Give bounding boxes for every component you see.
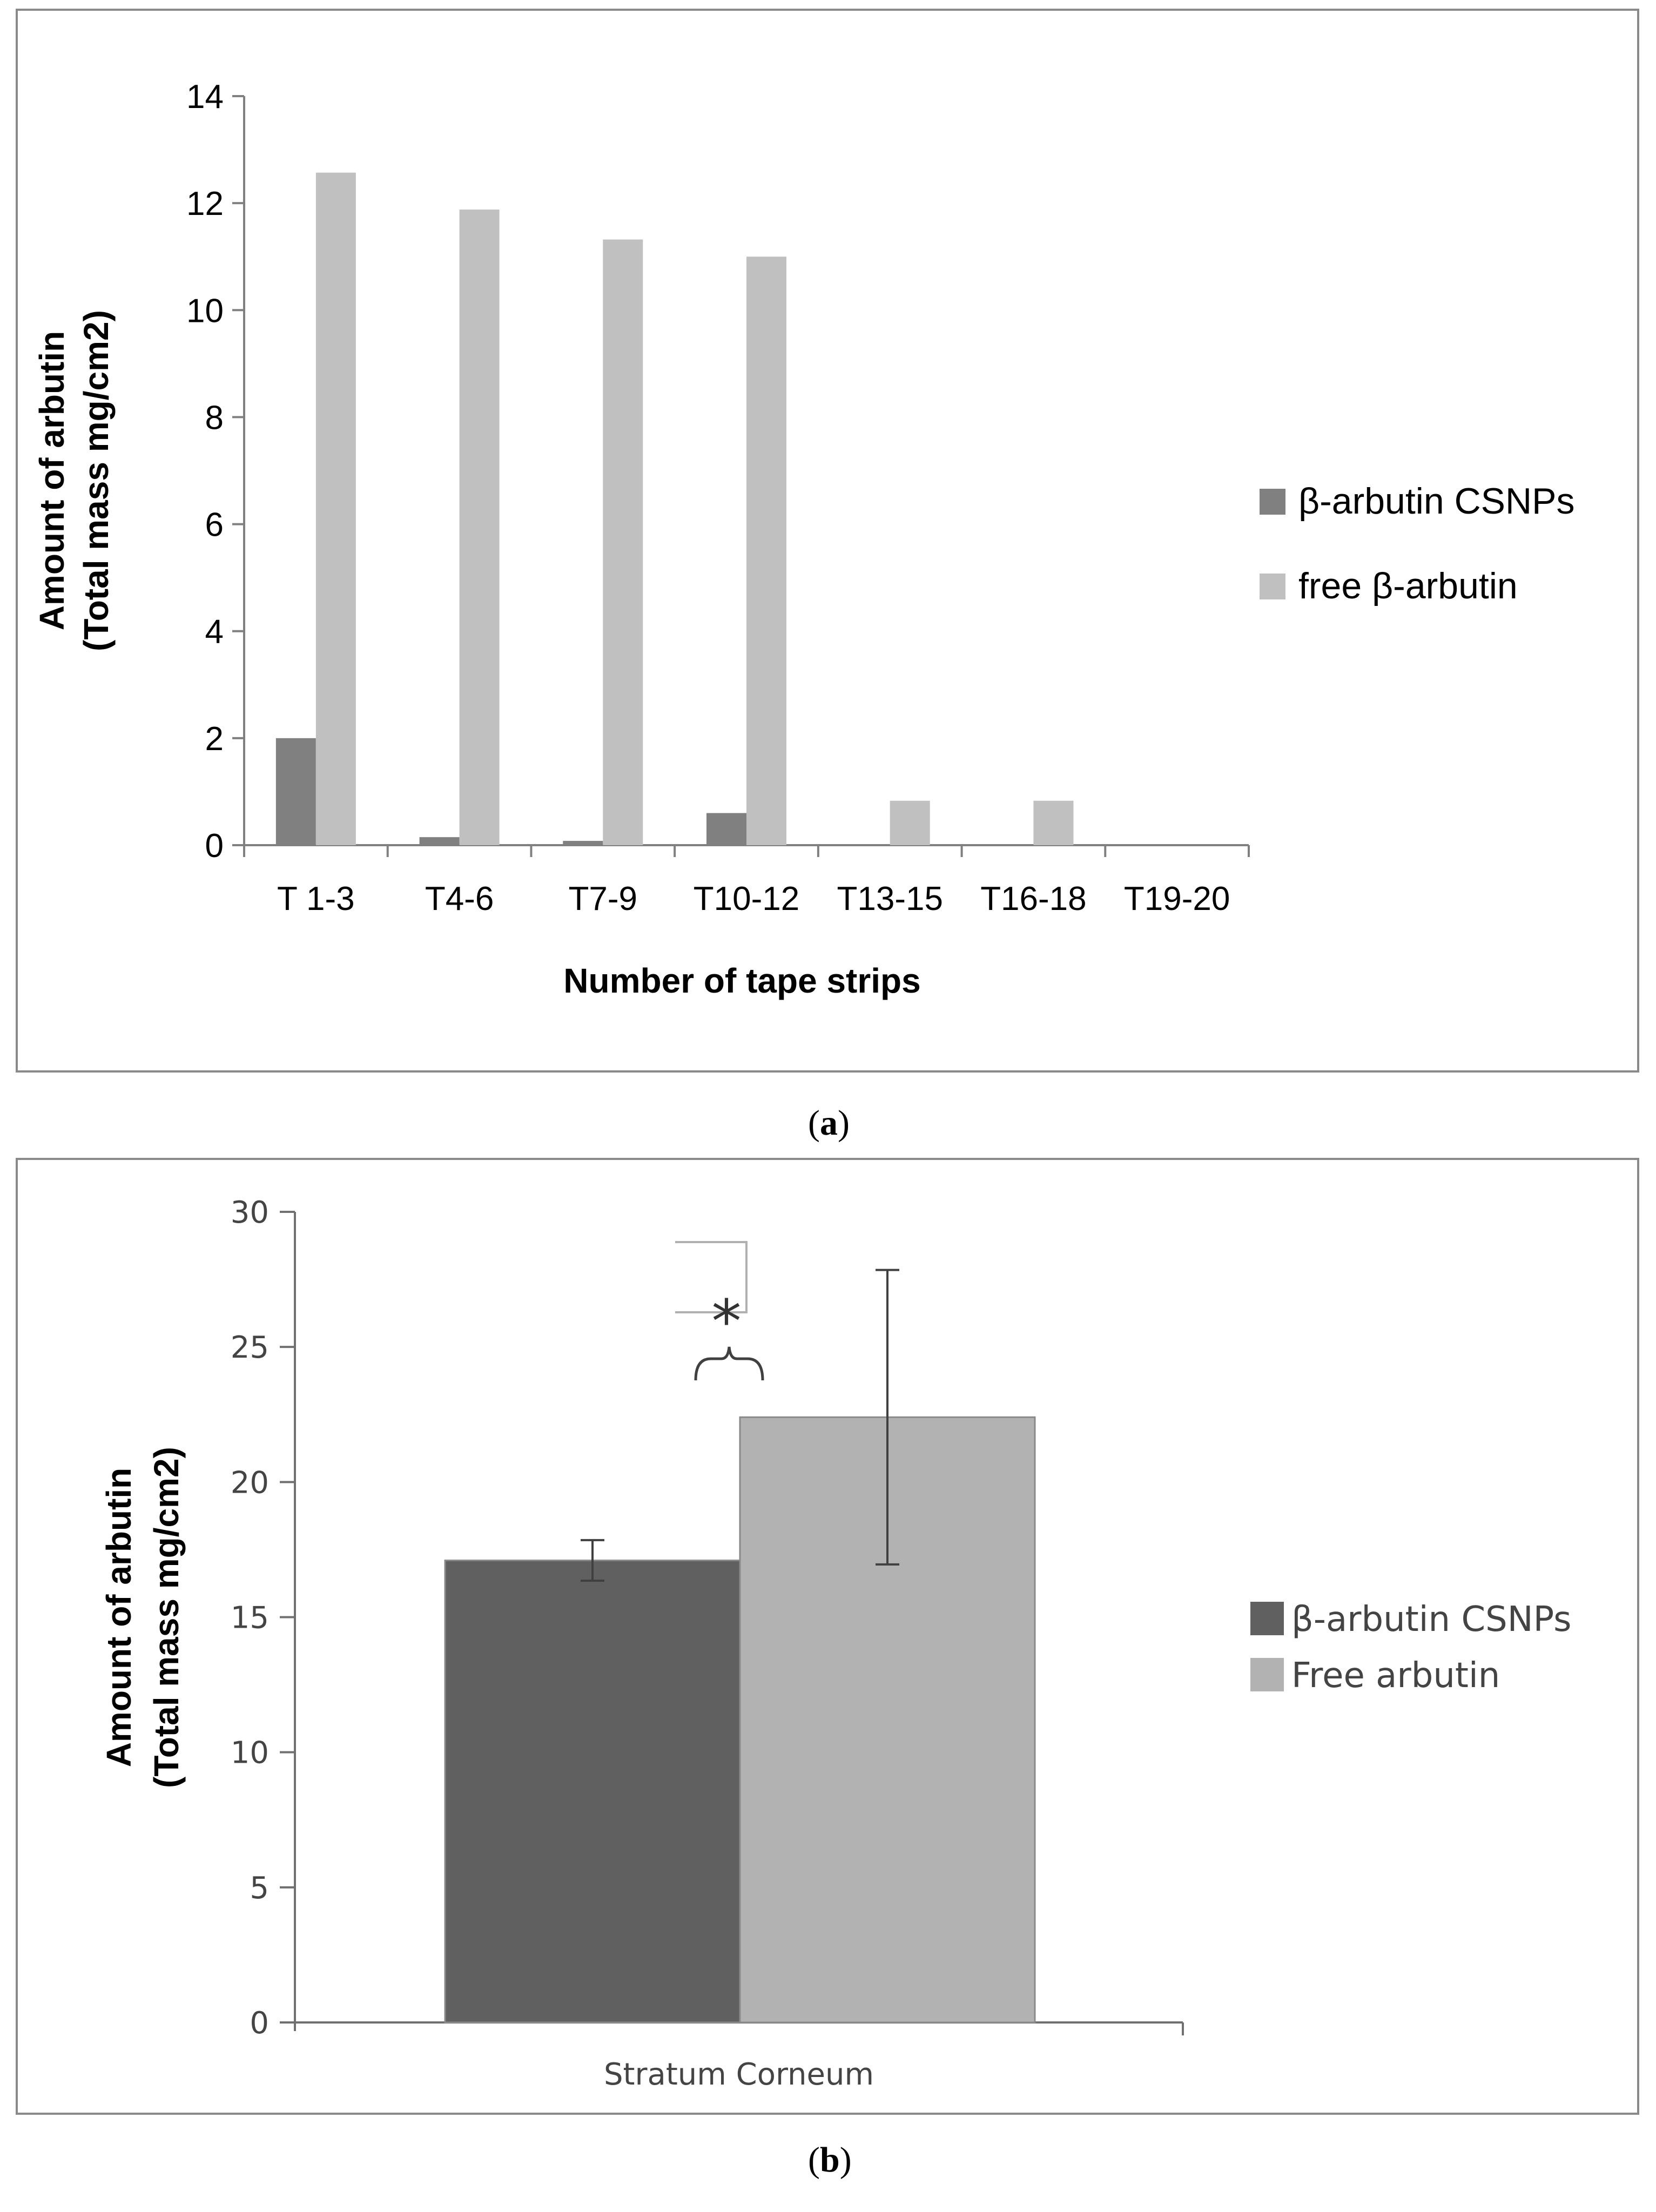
a-y-axis-title-line2: (Total mass mg/cm2) — [77, 310, 116, 651]
a-bar-free — [1033, 800, 1074, 845]
a-y-tick-label: 8 — [205, 399, 224, 436]
a-x-tick-label: T13-15 — [837, 880, 943, 918]
b-y-tick-label: 15 — [231, 1601, 269, 1636]
a-x-tick-label: T19-20 — [1124, 880, 1230, 918]
a-legend-swatch — [1260, 489, 1285, 515]
b-legend-label: β-arbutin CSNPs — [1291, 1600, 1571, 1640]
a-bar-csnps — [419, 837, 460, 845]
b-significance-star: * — [712, 1287, 742, 1356]
a-y-tick-label: 6 — [205, 507, 224, 544]
b-legend-swatch — [1250, 1658, 1284, 1691]
a-bar-free — [746, 257, 786, 845]
a-bar-free — [315, 172, 356, 846]
a-x-tick-label: T7-9 — [569, 880, 637, 918]
b-y-axis-title-line1: Amount of arbutin — [99, 1468, 138, 1768]
b-significance-bracket — [694, 1346, 764, 1381]
a-x-tick-label: T4-6 — [425, 880, 494, 918]
b-y-tick-label: 20 — [231, 1465, 269, 1500]
b-y-axis-title-line2: (Total mass mg/cm2) — [147, 1447, 186, 1788]
a-legend-label: β-arbutin CSNPs — [1298, 481, 1575, 522]
a-y-axis-title-line1: Amount of arbutin — [32, 331, 71, 631]
b-bar-csnps — [444, 1559, 741, 2024]
b-y-tick-label: 0 — [250, 2006, 269, 2041]
b-x-tick-label: Stratum Corneum — [604, 2057, 874, 2092]
a-y-tick-label: 4 — [205, 613, 224, 651]
a-x-tick-label: T10-12 — [694, 880, 799, 918]
a-legend-swatch — [1260, 574, 1285, 599]
a-bar-csnps — [993, 844, 1034, 845]
a-bar-free — [459, 210, 500, 845]
b-y-tick-label: 10 — [231, 1736, 269, 1771]
a-y-tick-label: 12 — [186, 185, 224, 222]
a-y-tick-label: 2 — [205, 720, 224, 758]
b-legend-swatch — [1250, 1602, 1284, 1635]
a-y-tick-label: 0 — [205, 827, 224, 865]
a-bar-csnps — [563, 841, 603, 845]
panel-b-label: (b) — [808, 2140, 852, 2180]
a-y-tick-label: 14 — [186, 78, 224, 116]
a-bar-csnps — [706, 813, 746, 845]
a-y-tick-label: 10 — [186, 292, 224, 329]
a-legend-label: free β-arbutin — [1298, 565, 1518, 606]
a-x-axis-title: Number of tape strips — [563, 961, 920, 1000]
b-y-tick-label: 25 — [231, 1330, 269, 1365]
b-y-tick-label: 5 — [250, 1871, 269, 1906]
a-x-tick-label: T16-18 — [980, 880, 1086, 918]
panel-a-frame — [16, 9, 1639, 1073]
b-y-tick-label: 30 — [231, 1195, 269, 1230]
b-legend-label: Free arbutin — [1291, 1656, 1500, 1696]
a-x-tick-label: T 1-3 — [277, 880, 355, 918]
a-bar-free — [603, 239, 643, 845]
b-annotation-box — [675, 1241, 748, 1313]
a-bar-free — [890, 800, 930, 845]
panel-a-label: (a) — [808, 1103, 850, 1143]
a-bar-csnps — [275, 738, 316, 845]
